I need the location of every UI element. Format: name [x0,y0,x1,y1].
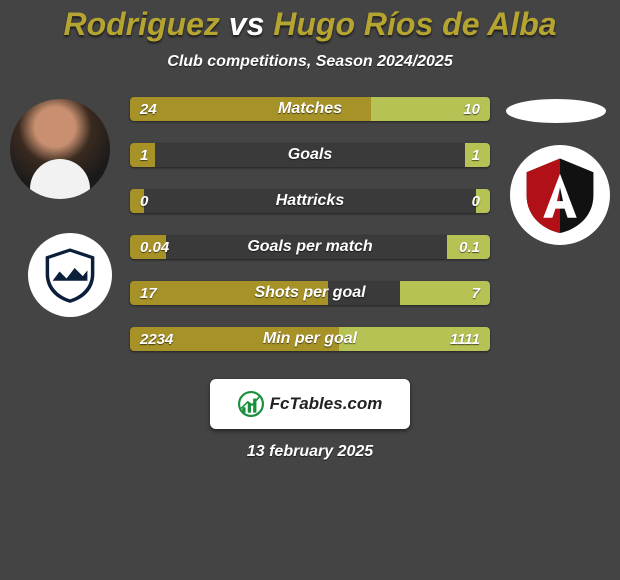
stat-row: 22341111Min per goal [130,327,490,351]
fctables-logo-icon [238,391,264,417]
stat-row: 0.04 0.1Goals per match [130,235,490,259]
stat-value-left: 17 [140,281,157,305]
stat-row: 1 1Goals [130,143,490,167]
monterrey-badge-icon [41,246,99,304]
stat-row: 2410Matches [130,97,490,121]
stat-value-left: 0.04 [140,235,169,259]
title-vs: vs [229,6,265,42]
comparison-date: 13 february 2025 [0,443,620,461]
stat-bar-left [130,281,328,305]
stat-value-right: 1111 [450,327,480,351]
atlas-badge-icon [522,157,598,233]
stat-bars: 2410Matches11Goals00Hattricks0.040.1Goal… [130,97,490,373]
stat-value-right: 0.1 [459,235,480,259]
player-photo-left [10,99,110,199]
stat-value-left: 0 [140,189,148,213]
stat-value-left: 24 [140,97,157,121]
stat-value-right: 1 [472,143,480,167]
stat-label: Goals per match [130,235,490,259]
stat-row: 0 0Hattricks [130,189,490,213]
stat-value-right: 0 [472,189,480,213]
comparison-subtitle: Club competitions, Season 2024/2025 [0,53,620,71]
club-badge-right [510,145,610,245]
title-player1: Rodriguez [63,6,219,42]
watermark-badge: FcTables.com [210,379,410,429]
title-player2: Hugo Ríos de Alba [273,6,556,42]
stat-value-right: 7 [472,281,480,305]
stat-label: Hattricks [130,189,490,213]
stat-label: Goals [130,143,490,167]
stat-row: 177Shots per goal [130,281,490,305]
stat-bar-left [130,97,371,121]
stat-value-left: 1 [140,143,148,167]
player-photo-right-placeholder [506,99,606,123]
watermark-text: FcTables.com [270,394,383,414]
stat-value-left: 2234 [140,327,173,351]
stat-value-right: 10 [463,97,480,121]
comparison-title: Rodriguez vs Hugo Ríos de Alba [0,0,620,43]
club-badge-left [28,233,112,317]
